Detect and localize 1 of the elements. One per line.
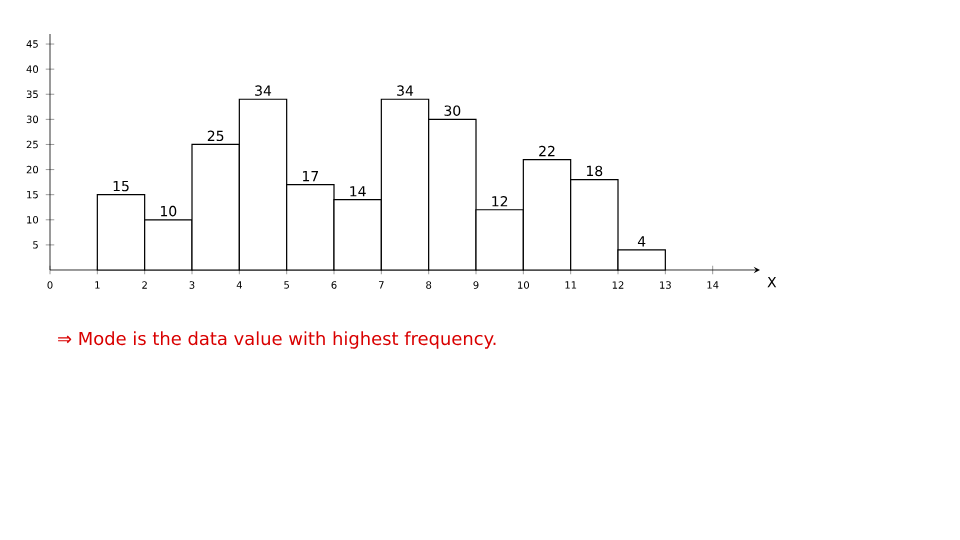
text: ⇒ Mode is the data value with highest frequency.	[58, 331, 496, 349]
